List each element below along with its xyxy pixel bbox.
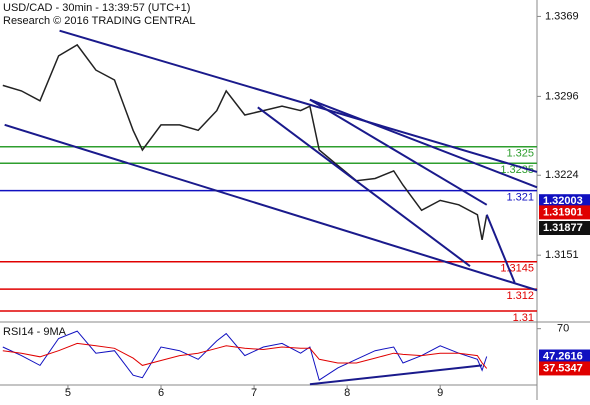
x-tick-label: 5 <box>65 387 71 399</box>
price-tag <box>539 194 590 209</box>
trendline <box>309 98 488 206</box>
rsi-line <box>2 342 488 369</box>
price-tag-label: 1.31877 <box>543 222 583 234</box>
price-tag-label: 47.2616 <box>543 350 583 362</box>
chart-title: USD/CAD - 30min - 13:39:57 (UTC+1) <box>3 2 190 14</box>
price-tag <box>539 220 590 235</box>
x-tick-label: 6 <box>158 387 164 399</box>
price-tag-label: 1.32003 <box>543 195 583 207</box>
level-label: 1.321 <box>506 191 534 203</box>
x-tick-label: 8 <box>344 387 350 399</box>
trendline <box>309 364 483 386</box>
price-tag <box>539 349 590 364</box>
x-tick-label: 7 <box>251 387 257 399</box>
y-tick-label: 1.3224 <box>545 169 579 181</box>
rsi-title: RSI14 - 9MA <box>3 326 67 338</box>
chart-subtitle: Research © 2016 TRADING CENTRAL <box>3 15 196 27</box>
x-tick-label: 9 <box>437 387 443 399</box>
y-tick-label: 1.3296 <box>545 90 579 102</box>
y-tick-label: 1.3151 <box>545 249 579 261</box>
trendline <box>485 214 516 283</box>
trendline <box>257 106 471 267</box>
price-tag <box>539 205 590 220</box>
y-tick-label: 70 <box>557 323 569 335</box>
y-tick-label: 1.3369 <box>545 10 579 22</box>
level-label: 1.3145 <box>500 263 534 275</box>
level-label: 1.312 <box>506 290 534 302</box>
level-label: 1.3235 <box>500 164 534 176</box>
level-label: 1.31 <box>513 312 534 324</box>
trendline <box>309 98 538 189</box>
price-tag <box>539 361 590 376</box>
trendline <box>59 29 538 173</box>
price-tag-label: 37.5347 <box>543 362 583 374</box>
level-label: 1.325 <box>506 148 534 160</box>
trendline <box>4 123 538 292</box>
price-tag-label: 1.31901 <box>543 206 583 218</box>
